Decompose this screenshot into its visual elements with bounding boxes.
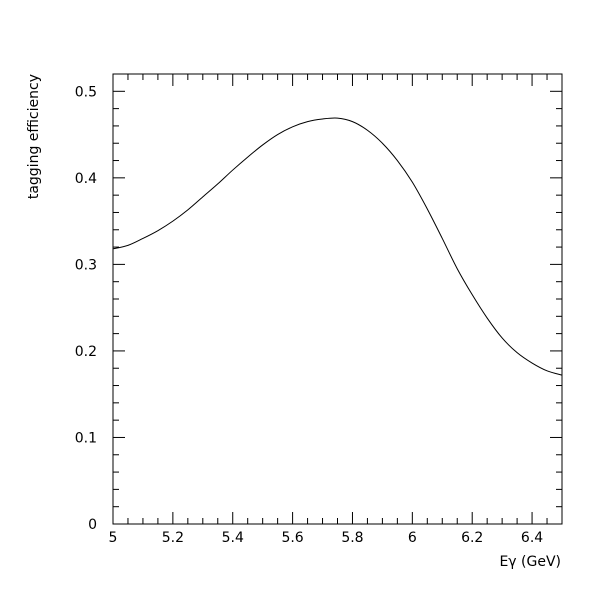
x-tick-label: 6.4 — [521, 530, 543, 546]
y-tick-label: 0.4 — [75, 171, 97, 187]
y-tick-label: 0.2 — [75, 344, 97, 360]
y-axis-title: tagging efficiency — [26, 74, 42, 199]
y-axis-ticks — [113, 73, 562, 525]
plot-frame — [112, 73, 563, 525]
x-tick-label: 5 — [109, 530, 118, 546]
x-tick-label: 5.8 — [341, 530, 363, 546]
x-tick-label: 5.2 — [162, 530, 184, 546]
y-tick-label: 0.3 — [75, 257, 97, 273]
x-tick-label: 5.6 — [281, 530, 303, 546]
x-axis-ticks — [112, 74, 563, 524]
y-tick-label: 0 — [88, 517, 97, 533]
x-tick-label: 6.2 — [461, 530, 483, 546]
x-tick-label: 5.4 — [222, 530, 244, 546]
x-axis-tick-labels: 5 5.2 5.4 5.6 5.8 6 6.2 6.4 — [109, 530, 544, 546]
x-axis-title: Eγ (GeV) — [499, 554, 561, 570]
y-axis-tick-labels: 0 0.1 0.2 0.3 0.4 0.5 — [75, 84, 97, 533]
series-group — [112, 117, 563, 376]
y-tick-label: 0.5 — [75, 84, 97, 100]
y-tick-label: 0.1 — [75, 430, 97, 446]
efficiency-curve — [112, 117, 563, 376]
x-tick-label: 6 — [408, 530, 417, 546]
